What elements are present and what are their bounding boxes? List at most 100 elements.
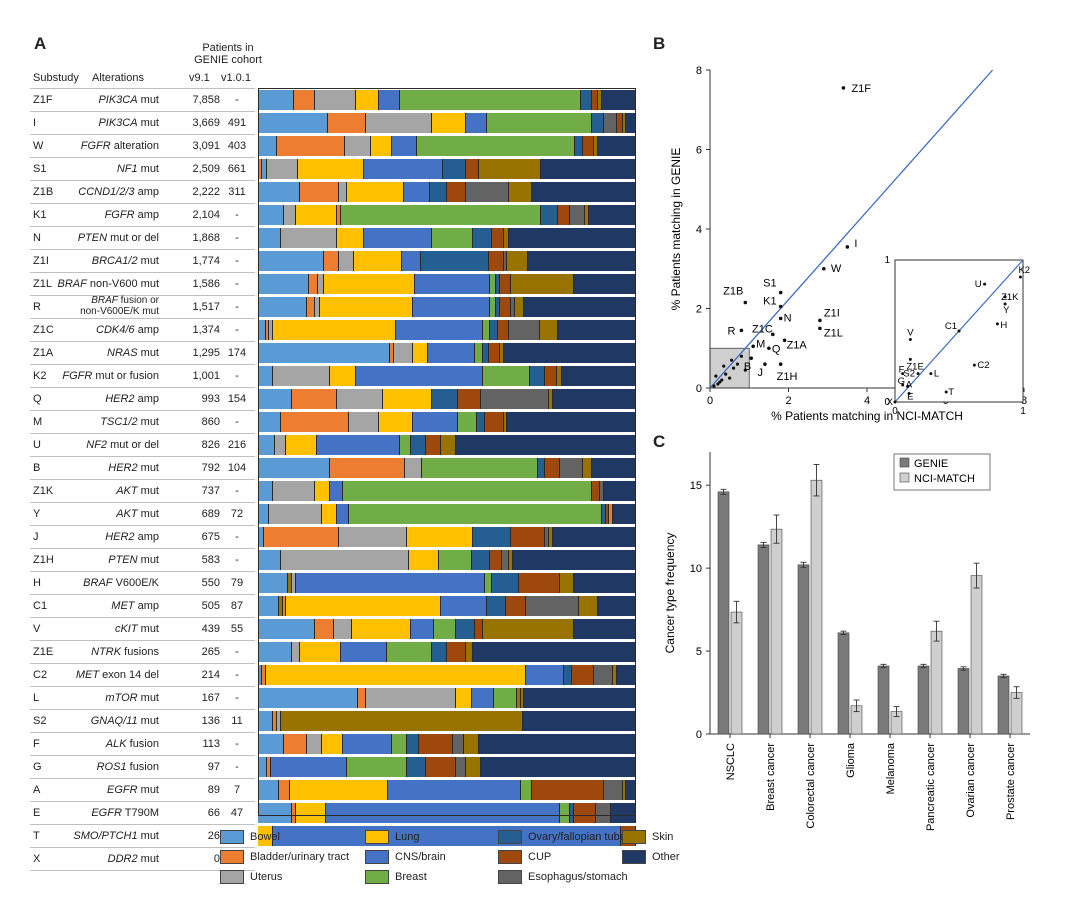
y-tick-label: 4 [696, 224, 702, 236]
substudy-code: F [33, 738, 40, 750]
point-label: N [784, 312, 792, 324]
bar-segment [490, 320, 498, 340]
bar-segment [583, 136, 595, 156]
legend-swatch [365, 870, 389, 884]
bar-segment [490, 297, 497, 317]
chart-legend-swatch [899, 472, 910, 483]
bar-segment [486, 596, 506, 616]
stacked-bar-row [258, 755, 636, 778]
bar-segment [258, 596, 279, 616]
legend-item: Bladder/urinary tract [220, 850, 349, 864]
inset-point-label: K2 [1018, 265, 1030, 276]
bar-segment [626, 780, 636, 800]
inset-point-label: C2 [977, 360, 989, 371]
point-label: Z1I [824, 307, 840, 319]
bar-segment [431, 113, 466, 133]
bar-segment [617, 113, 623, 133]
bar-segment [613, 504, 636, 524]
bar-segment [456, 435, 636, 455]
bar-segment [343, 734, 393, 754]
scatter-point [771, 332, 775, 337]
bar-segment [465, 182, 510, 202]
substudy-code: Z1K [33, 485, 54, 497]
alteration-label: MET exon 14 del [75, 669, 159, 681]
genie-count: 792 [201, 462, 220, 474]
bar-segment [480, 389, 550, 409]
bar-segment [573, 274, 636, 294]
bar-segment [299, 642, 342, 662]
point-label: Z1H [777, 371, 798, 383]
match-count: 55 [230, 623, 244, 635]
bar-segment [496, 297, 500, 317]
category-label: Colorectal cancer [805, 743, 817, 829]
bar-segment [295, 803, 327, 823]
bar-segment [314, 619, 334, 639]
substudy-code: Z1H [33, 554, 54, 566]
bar-nci-match [810, 479, 823, 735]
bar-segment [601, 90, 636, 110]
table-row: Q HER2 amp 993 154 [30, 387, 255, 410]
bar-segment [292, 642, 300, 662]
bar-segment [456, 688, 472, 708]
cancer-frequency-bar-chart: 0 5 10 15 Cancer type frequency NSCLC Breast c… [663, 452, 1030, 831]
bar-segment [258, 642, 293, 662]
bar-segment [484, 573, 493, 593]
stacked-bar-row [258, 617, 636, 640]
alteration-label: AKT mut [116, 508, 159, 520]
match-count: - [235, 94, 239, 106]
bar-segment [282, 596, 287, 616]
bar-segment [482, 366, 531, 386]
bar-segment [524, 688, 636, 708]
bar-segment [258, 481, 274, 501]
table-row: N PTEN mut or del 1,868 - [30, 226, 255, 249]
substudy-code: J [33, 531, 39, 543]
stacked-bar-row [258, 272, 636, 295]
substudy-code: T [33, 830, 40, 842]
bar-segment [486, 113, 593, 133]
substudy-code: S2 [33, 715, 47, 727]
inset-y-tick-label: 0 [884, 397, 890, 408]
bar-genie [837, 632, 850, 735]
match-count: - [235, 416, 239, 428]
bar-segment [573, 803, 597, 823]
bar-segment [598, 596, 636, 616]
bar-segment [265, 320, 270, 340]
inset-point-label: H [1000, 320, 1007, 331]
bar-segment [422, 458, 538, 478]
alteration-label: FGFR mut or fusion [62, 370, 159, 382]
bar-segment [539, 320, 559, 340]
panel-b-label: B [653, 34, 666, 53]
bar-segment [583, 458, 593, 478]
bar-segment [414, 274, 491, 294]
substudy-code: Z1L [33, 278, 52, 290]
bar-segment [518, 573, 561, 593]
bar-segment [286, 435, 317, 455]
bar-segment [482, 320, 491, 340]
bar-segment [473, 228, 493, 248]
bar-segment [428, 343, 476, 363]
stacked-bar-row [258, 364, 636, 387]
bar-segment [499, 274, 512, 294]
bar-segment [403, 182, 430, 202]
table-row: R BRAF fusion or non-V600E/K mut 1,517 - [30, 295, 255, 318]
bar-segment [273, 320, 396, 340]
alteration-label: SMO/PTCH1 mut [73, 830, 159, 842]
bar-segment [526, 596, 580, 616]
bar-segment [482, 619, 574, 639]
genie-count: 583 [201, 554, 220, 566]
bar-segment [276, 136, 345, 156]
bar-segment [605, 504, 610, 524]
substudy-code: Z1F [33, 94, 53, 106]
table-row: J HER2 amp 675 - [30, 525, 255, 548]
scatter-point [778, 290, 783, 295]
bar-segment [579, 596, 599, 616]
patients-header-line2: GENIE cohort [194, 54, 262, 66]
genie-count: 1,295 [192, 347, 220, 359]
bar-segment [528, 251, 636, 271]
scatter-point [724, 372, 728, 376]
bar-segment [479, 734, 636, 754]
inset-point [983, 282, 987, 286]
alteration-label: TSC1/2 mut [100, 416, 159, 428]
point-label: K1 [763, 296, 776, 308]
stacked-bar-row [258, 410, 636, 433]
